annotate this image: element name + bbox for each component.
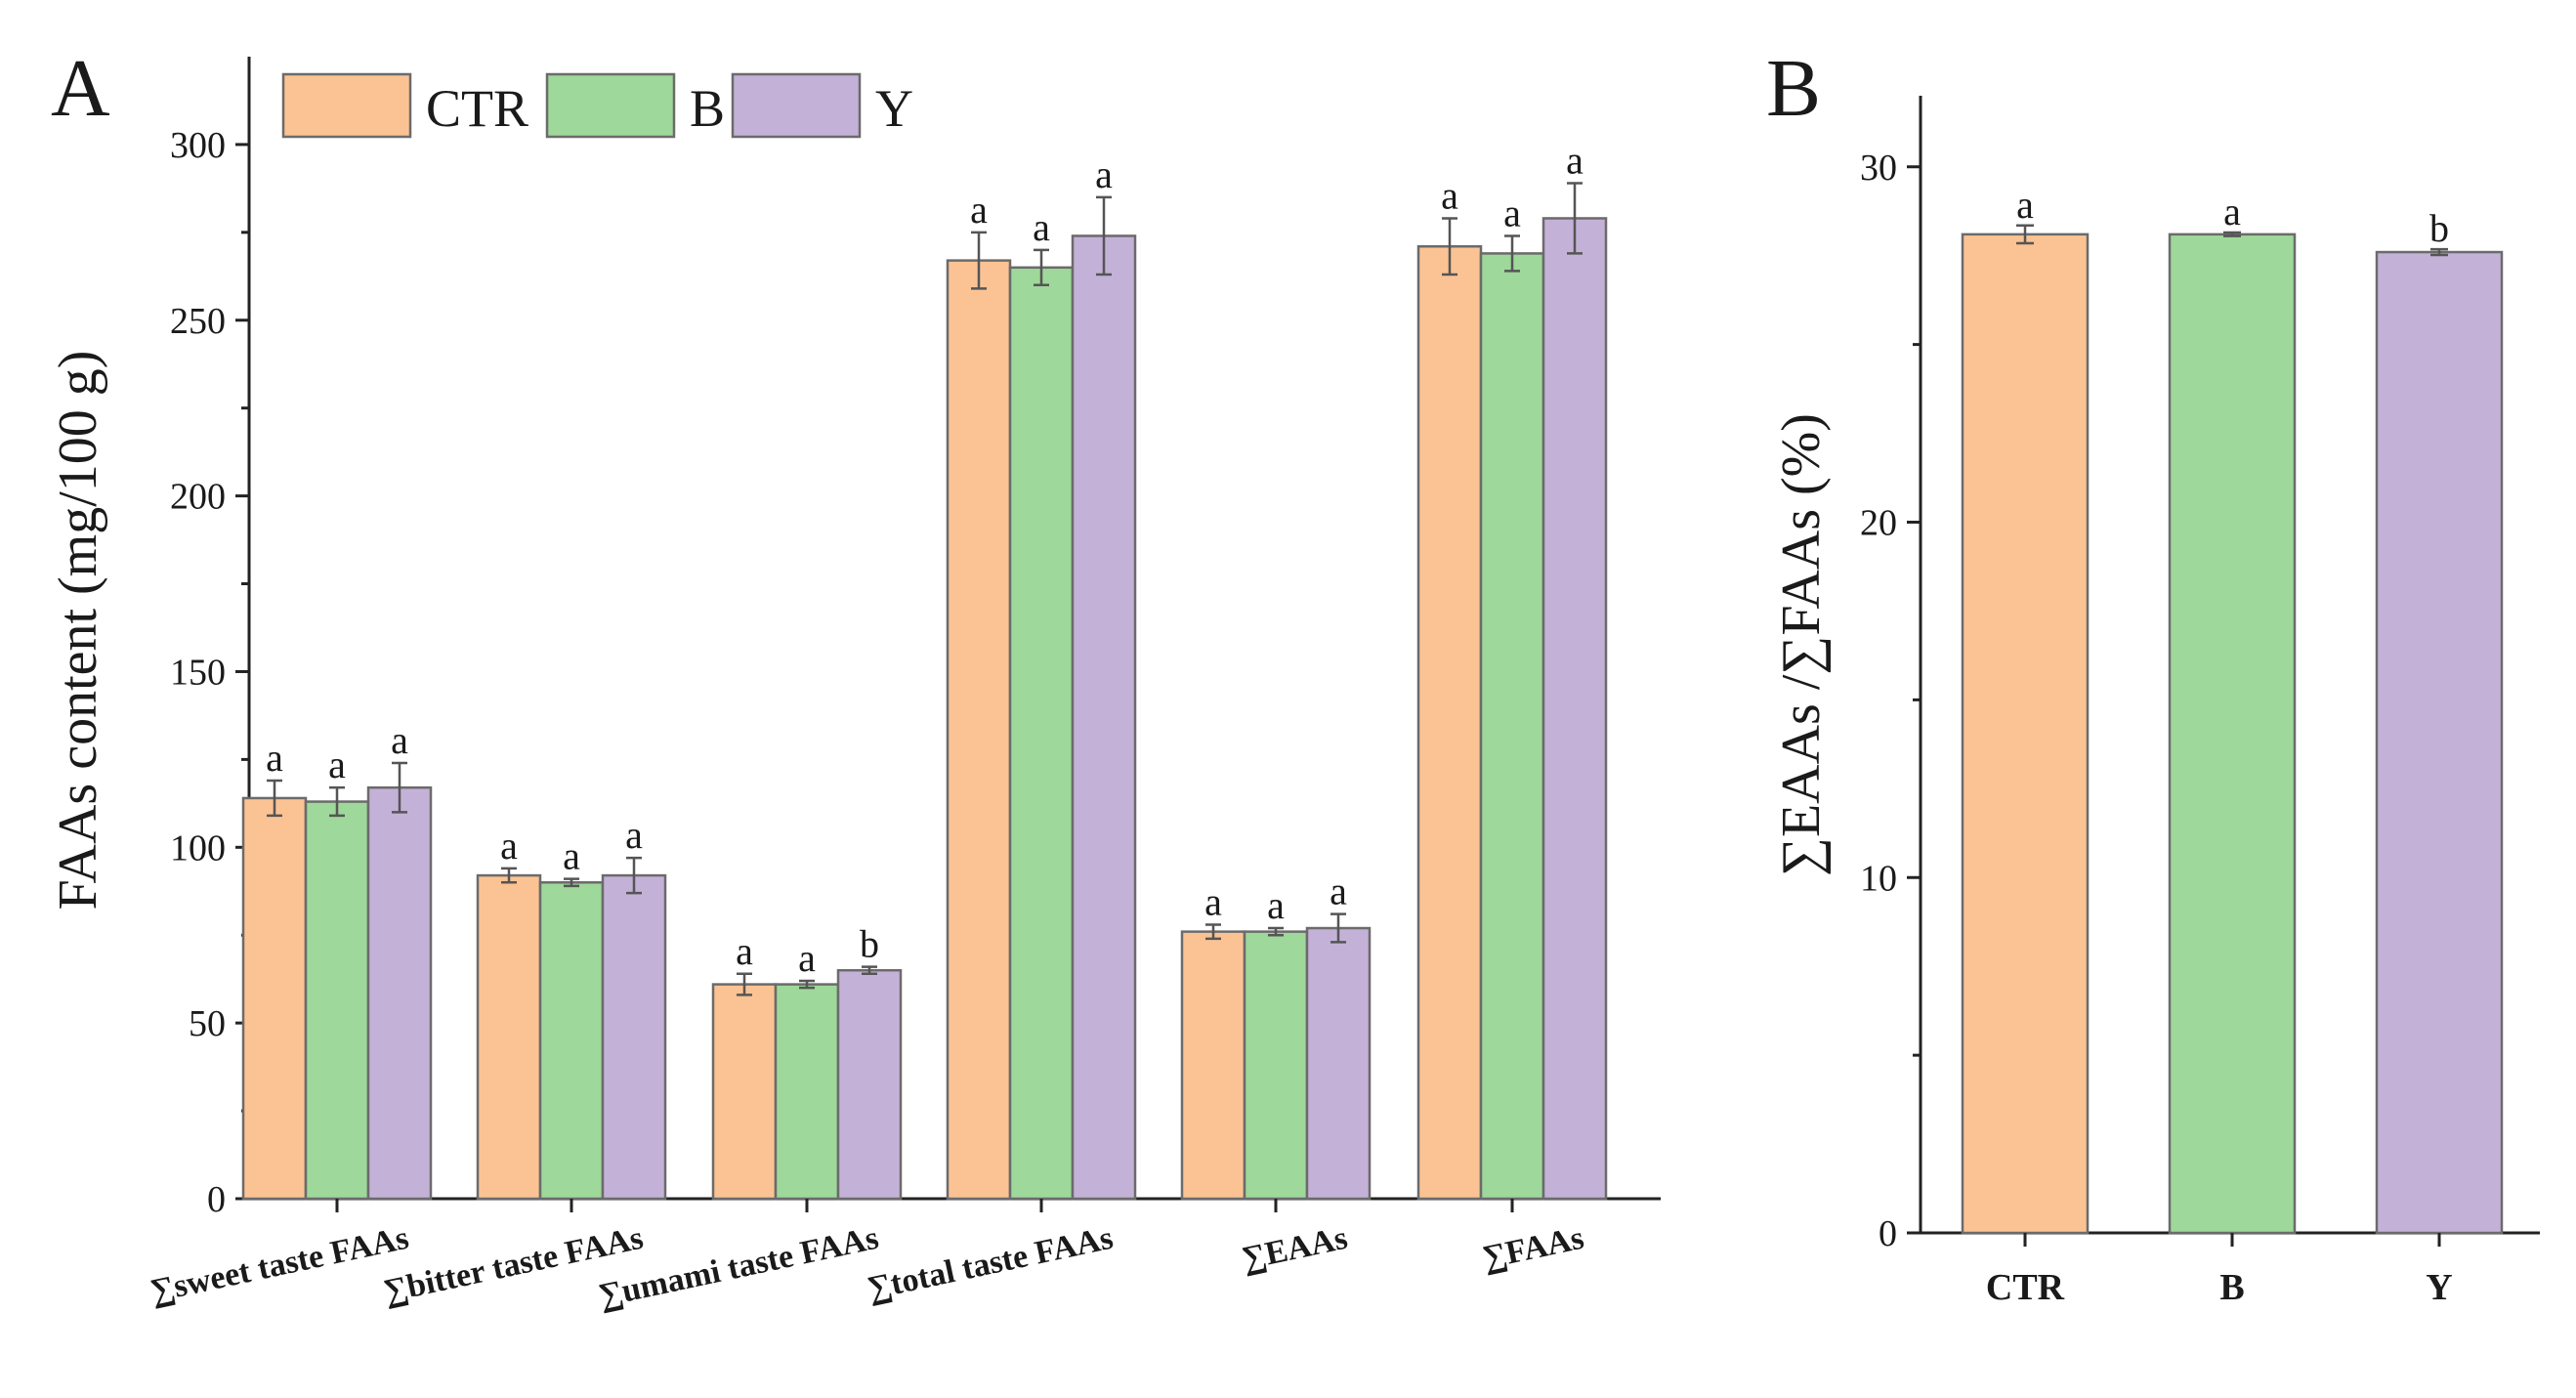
- bar-b: [774, 983, 840, 1201]
- bar-y: [1541, 217, 1608, 1201]
- error-bar: [329, 785, 345, 818]
- significance-letter: a: [1204, 879, 1222, 923]
- significance-letter: a: [1566, 138, 1584, 182]
- significance-letter: a: [328, 742, 346, 786]
- bar-ctr: [241, 796, 308, 1201]
- significance-letter: a: [1330, 869, 1347, 913]
- error-bar: [1567, 182, 1583, 255]
- y-axis-label-a: FAAs content (mg/100 g): [48, 351, 108, 911]
- significance-letter: a: [266, 736, 283, 780]
- x-tick-label-b: B: [2219, 1267, 2244, 1308]
- error-bar: [2016, 224, 2034, 245]
- legend-a: CTR B Y: [281, 72, 913, 139]
- legend-swatch-ctr: [281, 72, 412, 139]
- bar-y: [1071, 234, 1137, 1201]
- significance-letter: a: [1503, 191, 1521, 234]
- error-bar: [799, 979, 815, 990]
- y-axis-label-b: ∑EAAs /∑FAAs (%): [1771, 413, 1832, 876]
- significance-letter: a: [798, 936, 816, 980]
- legend-label-b: B: [690, 79, 725, 138]
- significance-letter: a: [500, 824, 518, 868]
- x-tick-label-a: ∑total taste FAAs: [865, 1220, 1117, 1307]
- significance-letter: a: [2016, 183, 2034, 227]
- y-tick-label-a: 150: [170, 652, 226, 693]
- error-bar: [501, 867, 517, 884]
- y-tick-label-b: 30: [1860, 148, 1897, 189]
- error-bar: [564, 877, 579, 888]
- error-bar: [1034, 248, 1049, 287]
- bar-y: [601, 873, 667, 1201]
- significance-letter: a: [1033, 205, 1050, 249]
- error-bar: [2223, 231, 2241, 237]
- bar-ctr: [946, 259, 1012, 1201]
- error-bar: [737, 972, 752, 996]
- y-tick-label-a: 300: [170, 125, 226, 166]
- bar-ctr: [1961, 233, 2090, 1235]
- error-bar: [971, 231, 987, 290]
- y-tick-label-a: 200: [170, 477, 226, 518]
- bar-b: [1479, 252, 1545, 1201]
- significance-letter: b: [2429, 206, 2449, 250]
- error-bar: [1442, 217, 1457, 276]
- y-tick-label-a: 100: [170, 827, 226, 868]
- significance-letter: b: [860, 922, 879, 966]
- significance-letter: a: [625, 813, 643, 857]
- bar-y: [836, 968, 903, 1201]
- significance-letter: a: [736, 929, 753, 973]
- x-tick-label-b: Y: [2426, 1267, 2452, 1308]
- y-tick-label-b: 20: [1860, 503, 1897, 544]
- bar-b: [1243, 930, 1309, 1201]
- legend-swatch-b: [545, 72, 676, 139]
- legend-label-y: Y: [875, 79, 913, 138]
- bar-b: [304, 800, 370, 1201]
- x-tick-label-a: ∑sweet taste FAAs: [148, 1220, 412, 1310]
- bar-ctr: [1416, 244, 1483, 1201]
- significance-letter: a: [1095, 152, 1113, 196]
- significance-letter: a: [391, 718, 408, 762]
- panel-b: B 0 10 20 30 ∑EAAs /∑FAAs (%) a CTR a Bb Y: [1766, 43, 2540, 1308]
- bar-y: [2375, 250, 2504, 1235]
- significance-letter: a: [2223, 190, 2241, 233]
- error-bar: [1096, 195, 1112, 276]
- x-tick-label-a: ∑EAAs: [1239, 1220, 1351, 1278]
- x-tick-label-b: CTR: [1986, 1267, 2065, 1308]
- error-bar: [2430, 247, 2448, 257]
- bar-y: [1305, 926, 1372, 1201]
- error-bar: [1268, 926, 1284, 937]
- panel-a: A 0 50 100 150 200 250 300 FAAs content (mg/100 …: [48, 43, 1661, 1314]
- panel-label-a: A: [51, 43, 110, 134]
- error-bar: [1330, 912, 1346, 944]
- panel-label-b: B: [1766, 43, 1821, 134]
- bar-b: [2168, 233, 2297, 1235]
- y-tick-label-a: 250: [170, 301, 226, 342]
- y-tick-label-b: 10: [1860, 858, 1897, 899]
- error-bar: [862, 965, 877, 976]
- legend-swatch-y: [731, 72, 862, 139]
- significance-letter: a: [1441, 173, 1458, 217]
- error-bar: [267, 779, 282, 818]
- bar-y: [366, 785, 433, 1201]
- bar-b: [1008, 266, 1075, 1201]
- error-bar: [626, 856, 642, 895]
- significance-letter: a: [970, 188, 988, 232]
- legend-label-ctr: CTR: [426, 79, 528, 138]
- y-tick-label-a: 50: [189, 1003, 226, 1044]
- y-tick-label-a: 0: [207, 1179, 226, 1220]
- significance-letter: a: [563, 834, 580, 878]
- error-bar: [1504, 234, 1520, 273]
- y-tick-label-b: 0: [1879, 1213, 1897, 1254]
- significance-letter: a: [1267, 883, 1285, 927]
- x-tick-label-a: ∑FAAs: [1479, 1220, 1586, 1277]
- bar-b: [538, 881, 605, 1201]
- bar-ctr: [476, 873, 542, 1201]
- error-bar: [1205, 923, 1221, 941]
- bar-ctr: [1180, 930, 1246, 1201]
- bar-ctr: [711, 983, 778, 1201]
- error-bar: [392, 761, 407, 814]
